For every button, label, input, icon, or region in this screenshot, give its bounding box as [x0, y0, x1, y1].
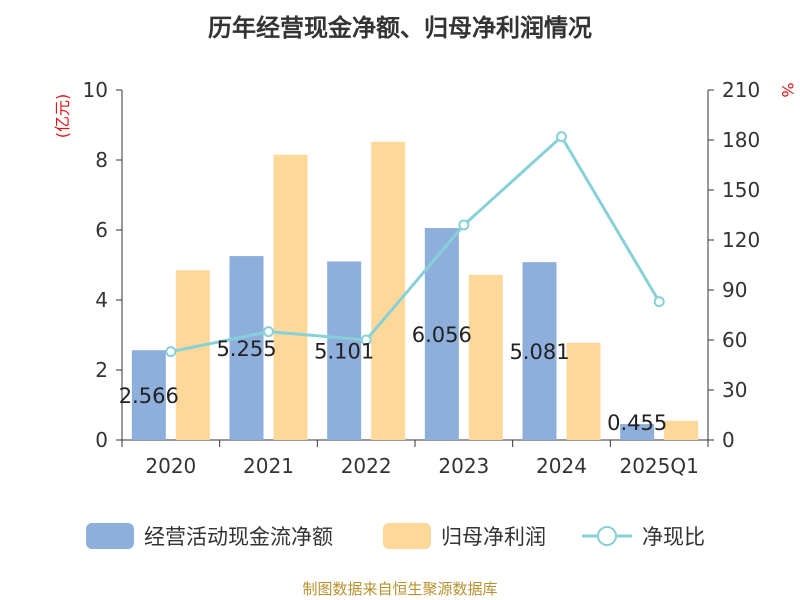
x-tick-label: 2021 [243, 454, 294, 478]
cashflow-value-label: 5.255 [216, 337, 276, 361]
axes: 0 2 4 6 8 10 0 30 60 90 120 150 180 210 (亿元)% 2020 2021 2… [53, 78, 797, 478]
bars [131, 141, 699, 441]
bar-net-profit [175, 270, 210, 440]
legend: 经营活动现金流净额 归母净利润 净现比 [86, 523, 705, 549]
x-tick-label: 2023 [438, 454, 489, 478]
y-right-unit: % [778, 82, 797, 97]
legend-swatch-cashflow [86, 523, 134, 549]
cashflow-value-label: 5.081 [509, 340, 569, 364]
ratio-point [556, 131, 567, 143]
ratio-point [458, 219, 470, 231]
bar-net-profit [273, 154, 308, 440]
bar-net-profit [664, 420, 699, 440]
legend-swatch-net-profit [383, 523, 431, 549]
x-tick-label: 2020 [145, 454, 196, 478]
data-labels: 2.566 5.255 5.101 6.056 5.081 0.455 [119, 323, 667, 435]
bar-cashflow [522, 262, 557, 440]
bar-cashflow [229, 256, 264, 440]
source-note: 制图数据来自恒生聚源数据库 [302, 580, 498, 598]
y-left-tick-label: 4 [95, 288, 108, 312]
x-tick-label: 2025Q1 [619, 454, 698, 478]
y-right-tick-label: 210 [722, 78, 760, 102]
cashflow-value-label: 5.101 [314, 340, 374, 364]
cashflow-value-label: 6.056 [412, 323, 472, 347]
ratio-point [653, 296, 665, 308]
ratio-line [165, 131, 665, 358]
cashflow-value-label: 0.455 [607, 411, 667, 435]
ratio-point [165, 346, 177, 358]
y-right-tick-label: 30 [722, 378, 747, 402]
bar-net-profit [371, 141, 406, 441]
y-left-tick-label: 0 [95, 428, 108, 452]
ratio-line-path [170, 134, 661, 354]
legend-marker-ratio [597, 526, 617, 546]
legend-label-ratio: 净现比 [642, 525, 705, 549]
y-right-tick-label: 180 [722, 128, 760, 152]
cashflow-value-label: 2.566 [119, 384, 179, 408]
legend-label-cashflow: 经营活动现金流净额 [144, 525, 333, 549]
y-right-tick-label: 120 [722, 228, 760, 252]
chart-title: 历年经营现金净额、归母净利润情况 [208, 14, 592, 42]
bar-net-profit [468, 274, 503, 440]
bar-cashflow [327, 261, 362, 440]
y-left-tick-label: 10 [83, 78, 108, 102]
bar-cashflow [620, 424, 655, 440]
y-right-tick-label: 90 [722, 278, 747, 302]
x-tick-label: 2024 [536, 454, 587, 478]
ratio-point [263, 326, 274, 338]
y-left-tick-label: 8 [95, 148, 108, 172]
bar-cashflow [131, 350, 166, 440]
y-right-tick-label: 0 [722, 428, 735, 452]
ratio-point [360, 334, 372, 346]
y-left-tick-label: 6 [95, 218, 108, 242]
y-right-tick-label: 150 [722, 178, 760, 202]
y-left-tick-label: 2 [95, 358, 108, 382]
legend-label-net-profit: 归母净利润 [441, 525, 546, 549]
bar-net-profit [566, 342, 601, 440]
y-right-tick-label: 60 [722, 328, 747, 352]
x-tick-label: 2022 [341, 454, 392, 478]
y-left-unit: (亿元) [53, 94, 72, 139]
